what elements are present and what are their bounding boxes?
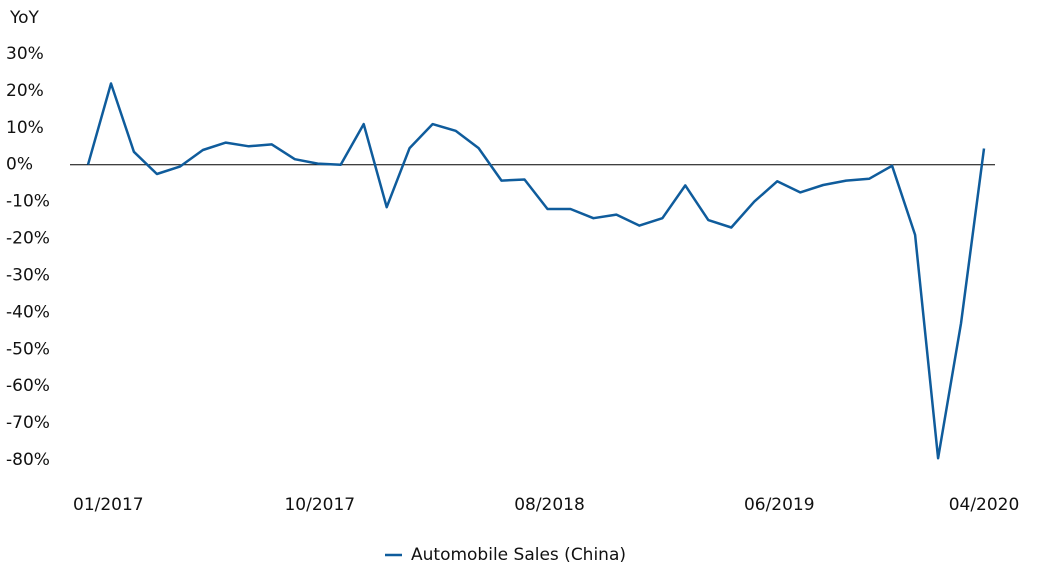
y-tick-label: -10% bbox=[6, 192, 50, 212]
x-tick-label: 04/2020 bbox=[949, 495, 1020, 515]
y-tick-label: 20% bbox=[6, 81, 44, 101]
y-axis-label: YoY bbox=[9, 8, 40, 28]
y-tick-label: 0% bbox=[6, 155, 33, 175]
y-tick-label: 30% bbox=[6, 44, 44, 64]
y-tick-label: 10% bbox=[6, 118, 44, 138]
line-series bbox=[86, 82, 986, 460]
y-tick-label: -60% bbox=[6, 376, 50, 396]
x-tick-label: 06/2019 bbox=[744, 495, 815, 515]
x-tick-label: 10/2017 bbox=[284, 495, 355, 515]
y-tick-label: -50% bbox=[6, 339, 50, 359]
x-tick-label: 01/2017 bbox=[73, 495, 144, 515]
legend-label: Automobile Sales (China) bbox=[411, 545, 626, 565]
x-tick-label: 08/2018 bbox=[514, 495, 585, 515]
y-tick-label: -70% bbox=[6, 413, 50, 433]
y-tick-label: -30% bbox=[6, 265, 50, 285]
y-tick-label: -40% bbox=[6, 302, 50, 322]
y-tick-label: -80% bbox=[6, 450, 50, 470]
y-tick-label: -20% bbox=[6, 229, 50, 249]
